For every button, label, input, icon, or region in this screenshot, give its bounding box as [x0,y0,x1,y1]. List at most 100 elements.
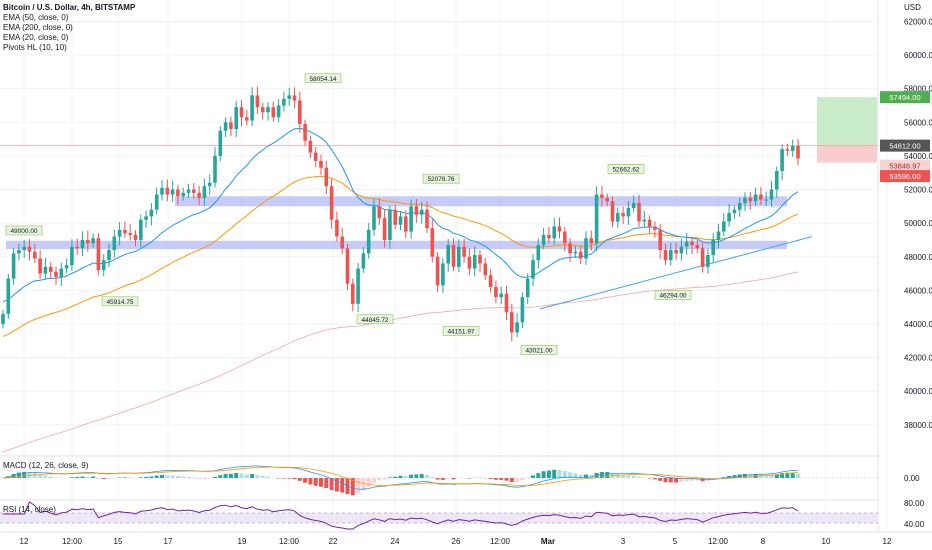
candle-body [605,197,609,202]
macd-histogram-bar [149,476,154,478]
macd-histogram-bar [541,471,546,478]
candle-body [584,238,588,259]
macd-histogram-bar [340,478,345,493]
pivot-label: 58054.14 [309,76,336,83]
macd-histogram-bar [631,475,636,478]
candle-body [287,95,291,99]
legend-ema200[interactable]: EMA (200, close, 0) [3,23,73,32]
macd-histogram-bar [334,478,339,492]
candle-body [75,246,79,249]
rsi-label[interactable]: RSI (14, close) [3,505,56,514]
macd-histogram-bar [409,474,414,478]
macd-histogram-bar [382,478,387,480]
macd-histogram-bar [589,474,594,478]
candle-body [700,248,705,267]
macd-histogram-bar [605,472,610,478]
macd-histogram-bar [690,478,694,481]
candle-body [154,194,159,210]
candle-body [27,246,32,252]
macd-histogram-bar [743,473,747,478]
macd-histogram-bar [796,473,800,478]
candle-body [59,268,64,277]
candle-body [6,278,11,314]
candle-body [197,192,201,198]
legend-ema20[interactable]: EMA (20, close, 0) [3,33,69,42]
candle-body [276,105,281,118]
candle-body [22,246,26,251]
candle-body [457,246,461,267]
stop-price-tag-bg [880,170,930,183]
current-price-tag-bg [880,139,930,152]
candle-body [123,229,127,234]
candle-body [11,253,16,279]
candle-body [409,206,413,232]
candle-body [748,197,753,202]
candle-body [775,171,779,190]
macd-histogram-bar [790,472,795,478]
candle-body [441,263,445,286]
trendline [539,236,813,310]
candle-body [260,107,265,113]
pivot-label-box [356,314,394,325]
macd-histogram-bar [22,471,27,478]
macd-histogram-bar [313,478,318,486]
macd-histogram-bar [329,478,334,490]
macd-label[interactable]: MACD (12, 26, close, 9) [3,461,89,470]
x-tick-label: 15 [114,537,123,546]
candle-body [536,244,541,261]
x-tick-label: 5 [673,537,678,546]
macd-tick-label: 0.00 [904,474,920,483]
candle-body [621,213,625,217]
macd-histogram-bar [292,478,297,480]
macd-histogram-bar [287,478,292,479]
macd-histogram-bar [398,475,403,478]
candle-body [425,209,429,229]
macd-histogram-bar [356,478,361,494]
ema200-line [2,271,799,453]
candle-body [239,107,244,118]
candle-body [616,213,620,222]
macd-histogram-bar [154,475,159,478]
candle-body [430,228,435,257]
legend-ema50[interactable]: EMA (50, close, 0) [3,13,69,22]
macd-histogram-bar [674,478,679,483]
candle-body [790,145,795,151]
x-tick-label: 10 [822,537,831,546]
candle-body [361,253,366,269]
candle-body [139,219,143,240]
candle-body [351,283,355,304]
macd-histogram-bar [758,474,763,478]
legend-pivots[interactable]: Pivots HL (10, 10) [3,43,67,52]
candle-body [80,239,85,249]
pivot-label-box [654,290,692,300]
macd-histogram-bar [324,478,329,488]
pivot-label: 52078.76 [427,176,454,183]
candle-body [467,256,472,269]
macd-histogram-bar [599,472,604,478]
candle-body [1,313,5,324]
candle-body [282,98,286,106]
macd-histogram-bar [557,469,562,478]
x-tick-label: 12 [883,537,892,546]
macd-histogram-bar [769,474,774,478]
macd-histogram-bar [695,478,700,481]
rsi-tick-label: 80.00 [904,499,925,508]
macd-histogram-bar [75,476,80,478]
macd-histogram-bar [160,474,164,478]
macd-histogram-bar [308,478,313,485]
macd-histogram-bar [32,472,37,478]
macd-histogram-bar [499,478,504,480]
macd-histogram-bar [266,476,270,478]
candle-body [165,187,170,195]
candle-body [250,95,254,121]
pivot-label: 46294.00 [659,292,686,299]
macd-histogram-bar [536,473,541,478]
candle-body [144,216,148,220]
macd-histogram-bar [584,474,588,478]
macd-histogram-bar [260,475,265,478]
macd-histogram-bar [38,474,43,478]
macd-histogram-bar [509,478,514,482]
y-tick-label: 42000.00 [904,354,932,363]
candle-body [478,255,482,264]
